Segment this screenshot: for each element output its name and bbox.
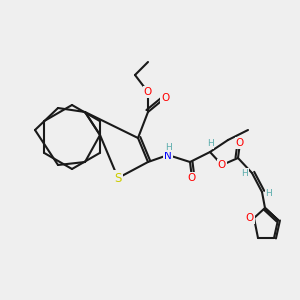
Text: H: H: [207, 140, 213, 148]
Text: H: H: [242, 169, 248, 178]
Text: O: O: [161, 93, 169, 103]
Text: O: O: [236, 138, 244, 148]
Text: N: N: [164, 151, 172, 161]
Text: O: O: [218, 160, 226, 170]
Text: S: S: [114, 172, 122, 184]
Text: O: O: [144, 87, 152, 97]
Text: O: O: [246, 213, 254, 223]
Text: H: H: [166, 142, 172, 152]
Text: O: O: [188, 173, 196, 183]
Text: H: H: [266, 190, 272, 199]
